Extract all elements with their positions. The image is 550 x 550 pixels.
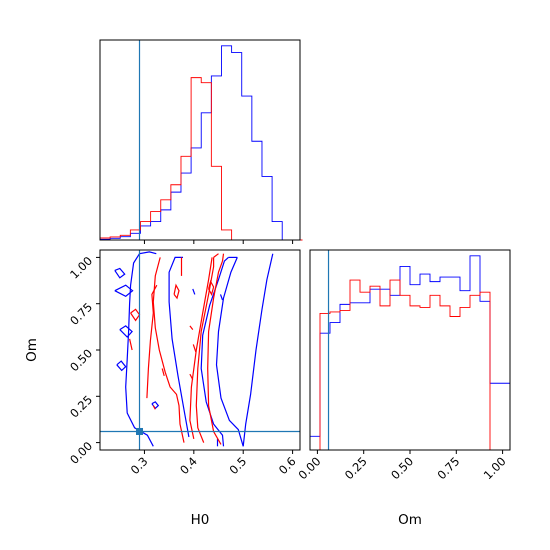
contour-panel-h0-om: 0.3 0.4 0.5 0.6 0.00 0.25 0.50 0.75 1.00	[67, 249, 301, 477]
axis-labels: H0 Om Om	[24, 338, 422, 528]
contour-red-9	[130, 308, 141, 322]
contour-blue-12	[192, 288, 196, 295]
contour-red-2	[189, 257, 213, 440]
contour-red-8	[129, 338, 133, 351]
contour-blue-5	[168, 256, 190, 438]
tick-label-y-om-1: 0.25	[67, 393, 95, 421]
truth-marker	[136, 427, 144, 435]
contour-red-16	[192, 344, 197, 353]
contour-blue-6	[125, 251, 157, 447]
contour-blue-11	[151, 401, 160, 410]
x-axis-label-h0: H0	[191, 512, 210, 528]
contour-lines	[114, 251, 274, 447]
histogram-om-panel: 0.00 0.25 0.50 0.75 1.00	[296, 249, 511, 482]
tick-label-y-om-4: 1.00	[67, 254, 95, 282]
contour-blue-9	[119, 325, 133, 338]
tick-label-y-om-2: 0.50	[67, 346, 95, 374]
tick-label-x-om-4: 1.00	[481, 454, 509, 482]
hist-om-series-0	[310, 255, 510, 437]
tick-label-x-om-1: 0.25	[342, 454, 370, 482]
tick-label-x-h0-2: 0.5	[226, 454, 249, 477]
contour-red-13	[189, 325, 194, 330]
tick-label-x-h0-1: 0.4	[177, 454, 200, 477]
frame-hist-h0	[99, 39, 301, 241]
tick-label-x-om-3: 0.75	[434, 454, 462, 482]
contour-red-0	[207, 260, 224, 445]
tick-label-y-om-0: 0.00	[67, 439, 95, 467]
tick-label-x-om-0: 0.00	[296, 454, 324, 482]
histogram-h0-panel	[99, 39, 303, 244]
contour-blue-3	[242, 253, 274, 447]
tick-label-y-om-3: 0.75	[67, 300, 95, 328]
contour-blue-0	[200, 256, 229, 447]
contour-blue-13	[219, 294, 224, 301]
contour-red-3	[213, 253, 219, 258]
contour-red-5	[152, 257, 185, 443]
contour-blue-8	[114, 284, 134, 298]
contour-blue-1	[215, 257, 244, 447]
contour-red-7	[146, 284, 158, 399]
tick-label-x-h0-0: 0.3	[128, 454, 151, 477]
contour-red-4	[221, 253, 225, 262]
contour-red-14	[208, 279, 215, 296]
contour-red-1	[195, 257, 215, 443]
contour-blue-7	[114, 267, 126, 279]
tick-label-x-h0-3: 0.6	[276, 454, 299, 477]
hist-h0-series-0	[99, 45, 303, 241]
contour-red-12	[173, 283, 180, 300]
tick-label-x-om-2: 0.50	[388, 454, 416, 482]
y-axis-label-om: Om	[24, 338, 40, 362]
x-axis-label-om: Om	[398, 512, 422, 528]
contour-red-10	[161, 368, 165, 377]
contour-red-11	[152, 405, 156, 410]
contour-red-15	[189, 373, 194, 380]
hist-om-series-1	[310, 279, 510, 451]
contour-blue-10	[116, 360, 127, 372]
